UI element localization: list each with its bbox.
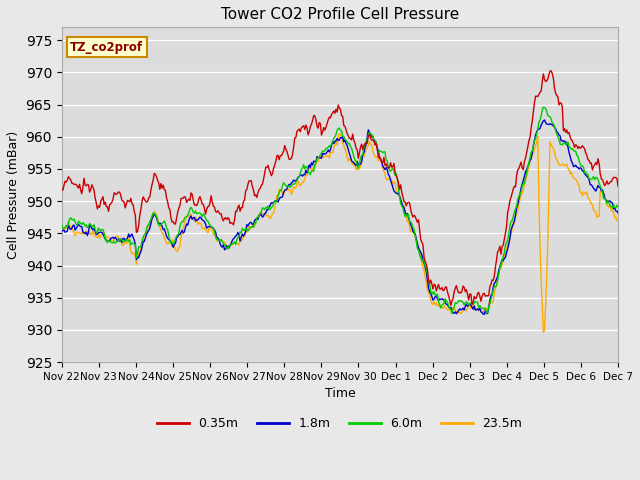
Legend: 0.35m, 1.8m, 6.0m, 23.5m: 0.35m, 1.8m, 6.0m, 23.5m <box>152 412 527 435</box>
Y-axis label: Cell Pressure (mBar): Cell Pressure (mBar) <box>7 131 20 259</box>
Title: Tower CO2 Profile Cell Pressure: Tower CO2 Profile Cell Pressure <box>221 7 459 22</box>
Text: TZ_co2prof: TZ_co2prof <box>70 41 143 54</box>
X-axis label: Time: Time <box>324 387 355 400</box>
